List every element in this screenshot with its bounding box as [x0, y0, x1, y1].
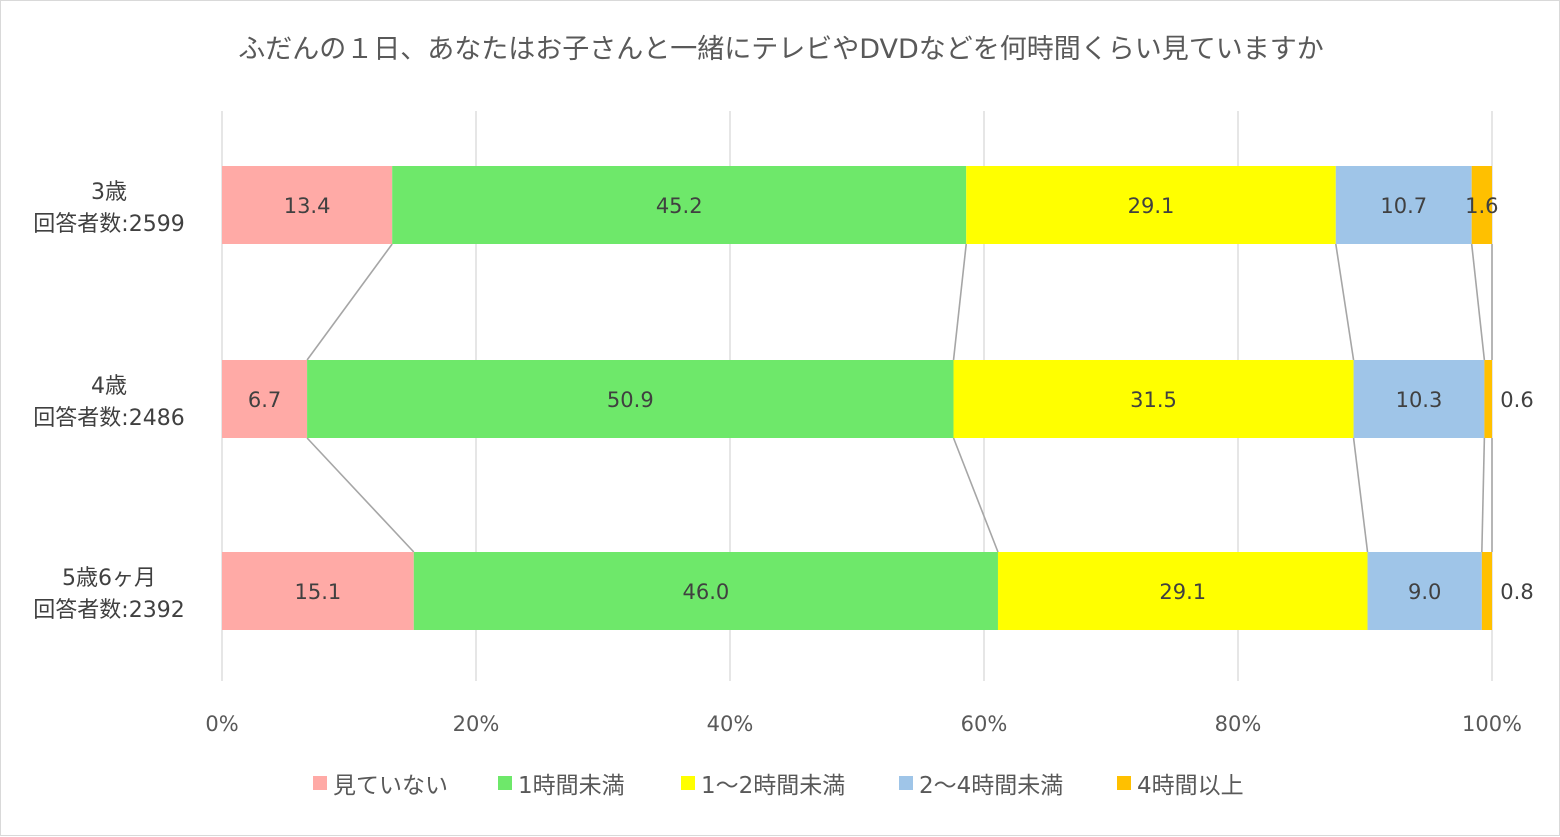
bar-segment[interactable]: [1481, 552, 1492, 630]
data-label: 6.7: [248, 388, 281, 412]
series-connector-line: [1334, 243, 1355, 361]
legend-label: 4時間以上: [1137, 773, 1244, 799]
data-label: 10.3: [1396, 388, 1443, 412]
series-connector-line: [952, 437, 999, 553]
data-label: 46.0: [682, 580, 729, 604]
legend-label: 2〜4時間未満: [919, 773, 1063, 799]
bar-segment[interactable]: [392, 166, 967, 244]
bar-segment[interactable]: [222, 552, 414, 630]
data-label: 29.1: [1159, 580, 1206, 604]
bar-segment[interactable]: [1471, 166, 1492, 244]
bar-segment[interactable]: [222, 360, 308, 438]
data-label: 0.8: [1500, 580, 1533, 604]
x-tick-label: 40%: [707, 712, 754, 736]
series-connector-line: [306, 437, 415, 553]
legend-swatch: [498, 776, 512, 790]
legend-label: 1〜2時間未満: [701, 773, 845, 799]
bar-segment[interactable]: [1367, 552, 1482, 630]
data-label: 29.1: [1128, 194, 1175, 218]
data-label: 31.5: [1130, 388, 1177, 412]
data-label: 1.6: [1465, 194, 1498, 218]
x-tick-label: 80%: [1215, 712, 1262, 736]
bar-segment[interactable]: [307, 360, 954, 438]
category-label: 回答者数:2392: [33, 598, 184, 623]
bar-segment[interactable]: [997, 552, 1368, 630]
series-connector-line: [1481, 437, 1486, 553]
data-label: 10.7: [1380, 194, 1427, 218]
data-label: 15.1: [295, 580, 342, 604]
data-label: 45.2: [656, 194, 703, 218]
bar-segment[interactable]: [966, 166, 1336, 244]
category-label: 5歳6ヶ月: [62, 566, 156, 591]
series-connector-line: [306, 243, 393, 361]
data-label: 0.6: [1500, 388, 1533, 412]
category-label: 3歳: [91, 180, 127, 205]
category-label: 回答者数:2486: [33, 406, 184, 431]
legend-swatch: [899, 776, 913, 790]
category-label: 回答者数:2599: [33, 212, 184, 237]
series-connector-line: [952, 243, 968, 361]
bar-segment[interactable]: [1484, 360, 1492, 438]
data-label: 9.0: [1408, 580, 1441, 604]
chart-title: ふだんの１日、あなたはお子さんと一緒にテレビやDVDなどを何時間くらい見ています…: [238, 34, 1324, 65]
legend-label: 1時間未満: [518, 773, 625, 799]
bar-segment[interactable]: [222, 166, 393, 244]
legend-swatch: [313, 776, 327, 790]
legend-swatch: [681, 776, 695, 790]
series-connector-line: [1470, 243, 1486, 361]
bar-segment[interactable]: [413, 552, 998, 630]
x-tick-label: 0%: [205, 712, 238, 736]
bar-segment[interactable]: [1335, 166, 1472, 244]
data-label: 50.9: [607, 388, 654, 412]
bar-segment[interactable]: [953, 360, 1354, 438]
x-tick-label: 100%: [1462, 712, 1522, 736]
legend-swatch: [1117, 776, 1131, 790]
series-connector-line: [1352, 437, 1369, 553]
x-tick-label: 20%: [453, 712, 500, 736]
legend-label: 見ていない: [333, 773, 448, 799]
category-label: 4歳: [91, 374, 127, 399]
x-tick-label: 60%: [961, 712, 1008, 736]
data-label: 13.4: [284, 194, 331, 218]
bar-segment[interactable]: [1353, 360, 1485, 438]
